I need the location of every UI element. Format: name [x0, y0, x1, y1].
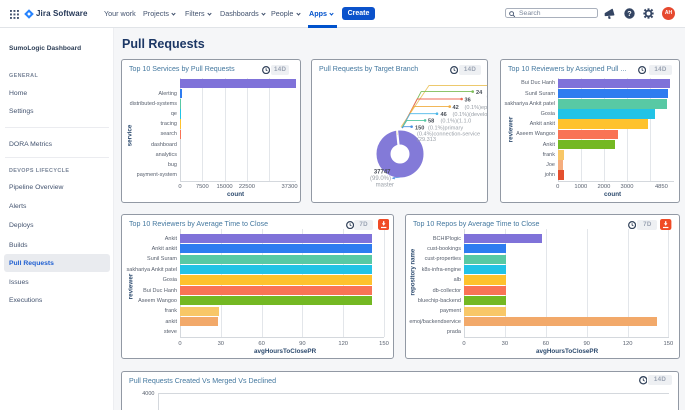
svg-text:(0.1%)(1.1.0: (0.1%)(1.1.0	[441, 119, 472, 125]
svg-text:(29.313: (29.313	[417, 137, 436, 143]
svg-text:24: 24	[476, 90, 483, 96]
svg-text:?: ?	[627, 9, 631, 18]
svg-text:150: 150	[415, 126, 424, 132]
svg-text:(0.1%)(develop: (0.1%)(develop	[453, 112, 488, 118]
svg-text:(99.0%): (99.0%)	[370, 176, 391, 182]
svg-text:master: master	[376, 183, 394, 189]
svg-text:46: 46	[441, 112, 447, 118]
svg-text:(0.1: (0.1	[487, 94, 488, 100]
svg-text:37747: 37747	[374, 170, 391, 176]
svg-text:(0.1%)epi: (0.1%)epi	[465, 105, 488, 111]
svg-text:(0.4%)connection-service: (0.4%)connection-service	[417, 132, 480, 138]
svg-text:42: 42	[453, 105, 459, 111]
svg-text:36: 36	[465, 97, 471, 103]
svg-text:58: 58	[428, 119, 434, 125]
svg-text:(0.1%)primary: (0.1%)primary	[428, 126, 463, 132]
